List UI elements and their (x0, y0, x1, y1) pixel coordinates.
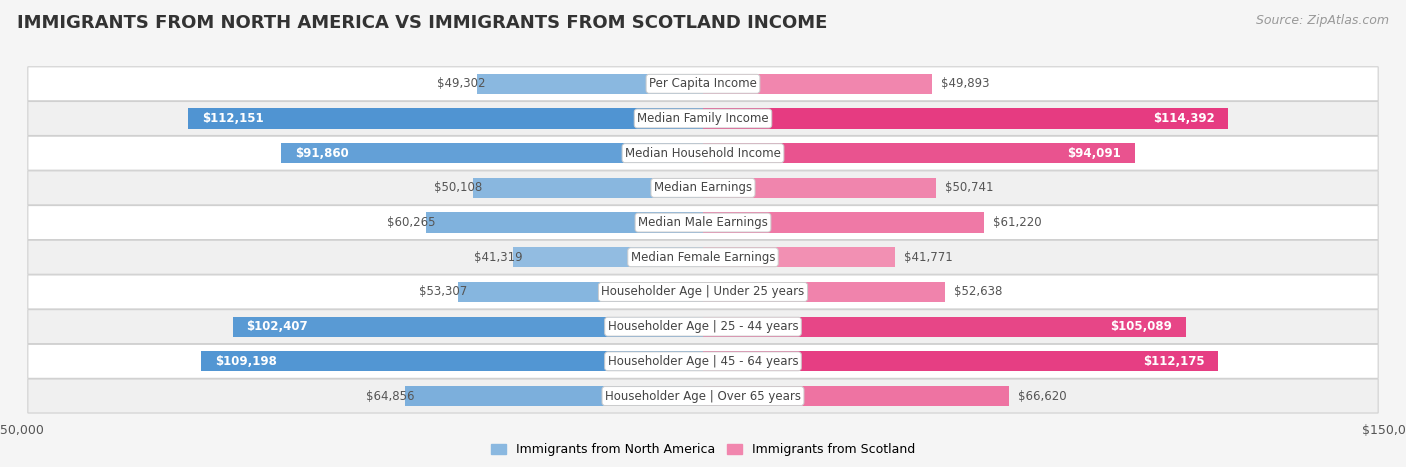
Text: $91,860: $91,860 (295, 147, 349, 160)
Text: $50,741: $50,741 (945, 181, 994, 194)
Text: $50,108: $50,108 (434, 181, 482, 194)
Text: $60,265: $60,265 (387, 216, 436, 229)
FancyBboxPatch shape (28, 136, 1378, 170)
Bar (426, 212, 703, 233)
Text: $41,319: $41,319 (474, 251, 523, 264)
Text: $94,091: $94,091 (1067, 147, 1122, 160)
FancyBboxPatch shape (28, 101, 1378, 135)
Text: $41,771: $41,771 (904, 251, 953, 264)
Text: $112,175: $112,175 (1143, 355, 1205, 368)
Bar (477, 74, 703, 94)
Text: $49,302: $49,302 (437, 78, 485, 90)
Bar (281, 143, 703, 163)
Text: Source: ZipAtlas.com: Source: ZipAtlas.com (1256, 14, 1389, 27)
Bar (703, 317, 1185, 337)
Bar (201, 351, 703, 371)
Text: $112,151: $112,151 (201, 112, 263, 125)
Text: $49,893: $49,893 (942, 78, 990, 90)
FancyBboxPatch shape (28, 205, 1378, 240)
Bar (513, 247, 703, 267)
Text: $109,198: $109,198 (215, 355, 277, 368)
Text: Householder Age | 45 - 64 years: Householder Age | 45 - 64 years (607, 355, 799, 368)
FancyBboxPatch shape (28, 171, 1378, 205)
Bar (472, 178, 703, 198)
Text: Median Female Earnings: Median Female Earnings (631, 251, 775, 264)
Bar (703, 108, 1229, 128)
Text: Householder Age | Over 65 years: Householder Age | Over 65 years (605, 389, 801, 403)
Text: Householder Age | 25 - 44 years: Householder Age | 25 - 44 years (607, 320, 799, 333)
FancyBboxPatch shape (28, 240, 1378, 274)
Text: Householder Age | Under 25 years: Householder Age | Under 25 years (602, 285, 804, 298)
Text: $53,307: $53,307 (419, 285, 467, 298)
Text: Median Family Income: Median Family Income (637, 112, 769, 125)
Text: $64,856: $64,856 (366, 389, 415, 403)
Bar (703, 282, 945, 302)
Bar (703, 351, 1218, 371)
Text: Median Male Earnings: Median Male Earnings (638, 216, 768, 229)
Text: Median Household Income: Median Household Income (626, 147, 780, 160)
Bar (405, 386, 703, 406)
FancyBboxPatch shape (28, 310, 1378, 344)
Text: $102,407: $102,407 (246, 320, 308, 333)
Text: $52,638: $52,638 (953, 285, 1002, 298)
Text: IMMIGRANTS FROM NORTH AMERICA VS IMMIGRANTS FROM SCOTLAND INCOME: IMMIGRANTS FROM NORTH AMERICA VS IMMIGRA… (17, 14, 827, 32)
Text: $105,089: $105,089 (1109, 320, 1171, 333)
Text: $66,620: $66,620 (1018, 389, 1067, 403)
Bar (458, 282, 703, 302)
Bar (188, 108, 703, 128)
Text: $114,392: $114,392 (1153, 112, 1215, 125)
Bar (703, 247, 894, 267)
Legend: Immigrants from North America, Immigrants from Scotland: Immigrants from North America, Immigrant… (485, 439, 921, 461)
FancyBboxPatch shape (28, 275, 1378, 309)
Bar (232, 317, 703, 337)
Text: $61,220: $61,220 (994, 216, 1042, 229)
FancyBboxPatch shape (28, 344, 1378, 378)
Bar (703, 212, 984, 233)
Text: Per Capita Income: Per Capita Income (650, 78, 756, 90)
Text: Median Earnings: Median Earnings (654, 181, 752, 194)
Bar (703, 143, 1135, 163)
FancyBboxPatch shape (28, 379, 1378, 413)
FancyBboxPatch shape (28, 67, 1378, 101)
Bar (703, 74, 932, 94)
Bar (703, 178, 936, 198)
Bar (703, 386, 1010, 406)
